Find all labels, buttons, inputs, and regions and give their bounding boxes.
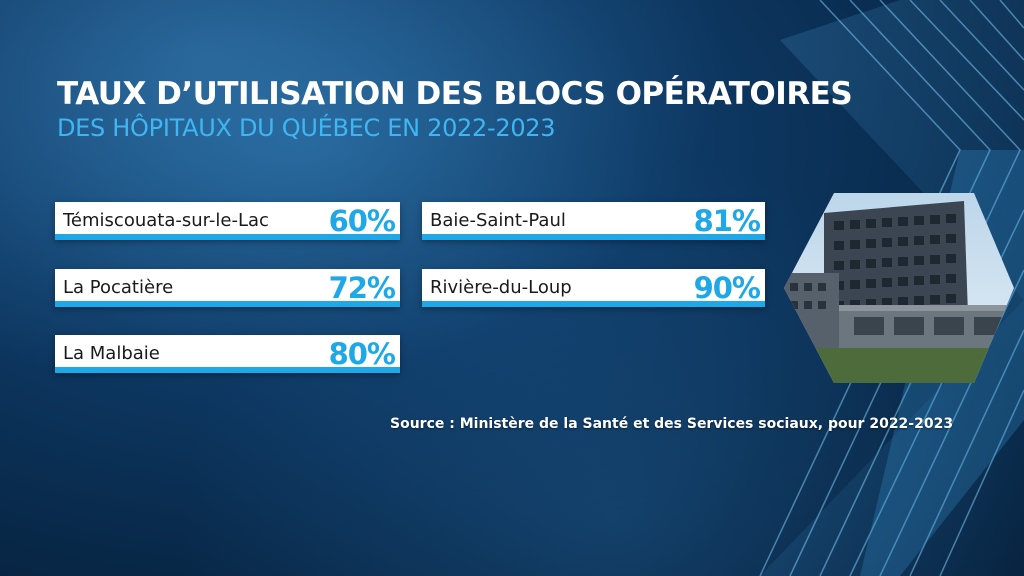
hospital-row: Témiscouata-sur-le-Lac 60% [55,202,400,240]
accent-bar [55,301,400,307]
hospital-row: La Pocatière 72% [55,269,400,307]
utilization-rate: 80% [328,337,396,371]
utilization-rate: 90% [693,271,761,305]
accent-bar [55,234,400,240]
page-subtitle: DES HÔPITAUX DU QUÉBEC EN 2022-2023 [57,114,556,142]
hospital-building-photo [784,193,1014,383]
accent-bar [422,234,765,240]
page-title: TAUX D’UTILISATION DES BLOCS OPÉRATOIRES [57,76,853,112]
hospital-row: Rivière-du-Loup 90% [422,269,765,307]
hospital-name: Baie-Saint-Paul [430,210,566,231]
hospital-name: La Malbaie [63,343,160,364]
accent-bar [422,301,765,307]
utilization-rate: 81% [693,204,761,238]
accent-bar [55,367,400,373]
hospital-name: La Pocatière [63,277,174,298]
hospital-name: Rivière-du-Loup [430,277,572,298]
utilization-rate: 60% [328,204,396,238]
hospital-row: Baie-Saint-Paul 81% [422,202,765,240]
hospital-row: La Malbaie 80% [55,335,400,373]
source-note: Source : Ministère de la Santé et des Se… [390,416,954,432]
hospital-name: Témiscouata-sur-le-Lac [63,210,269,231]
utilization-rate: 72% [328,271,396,305]
